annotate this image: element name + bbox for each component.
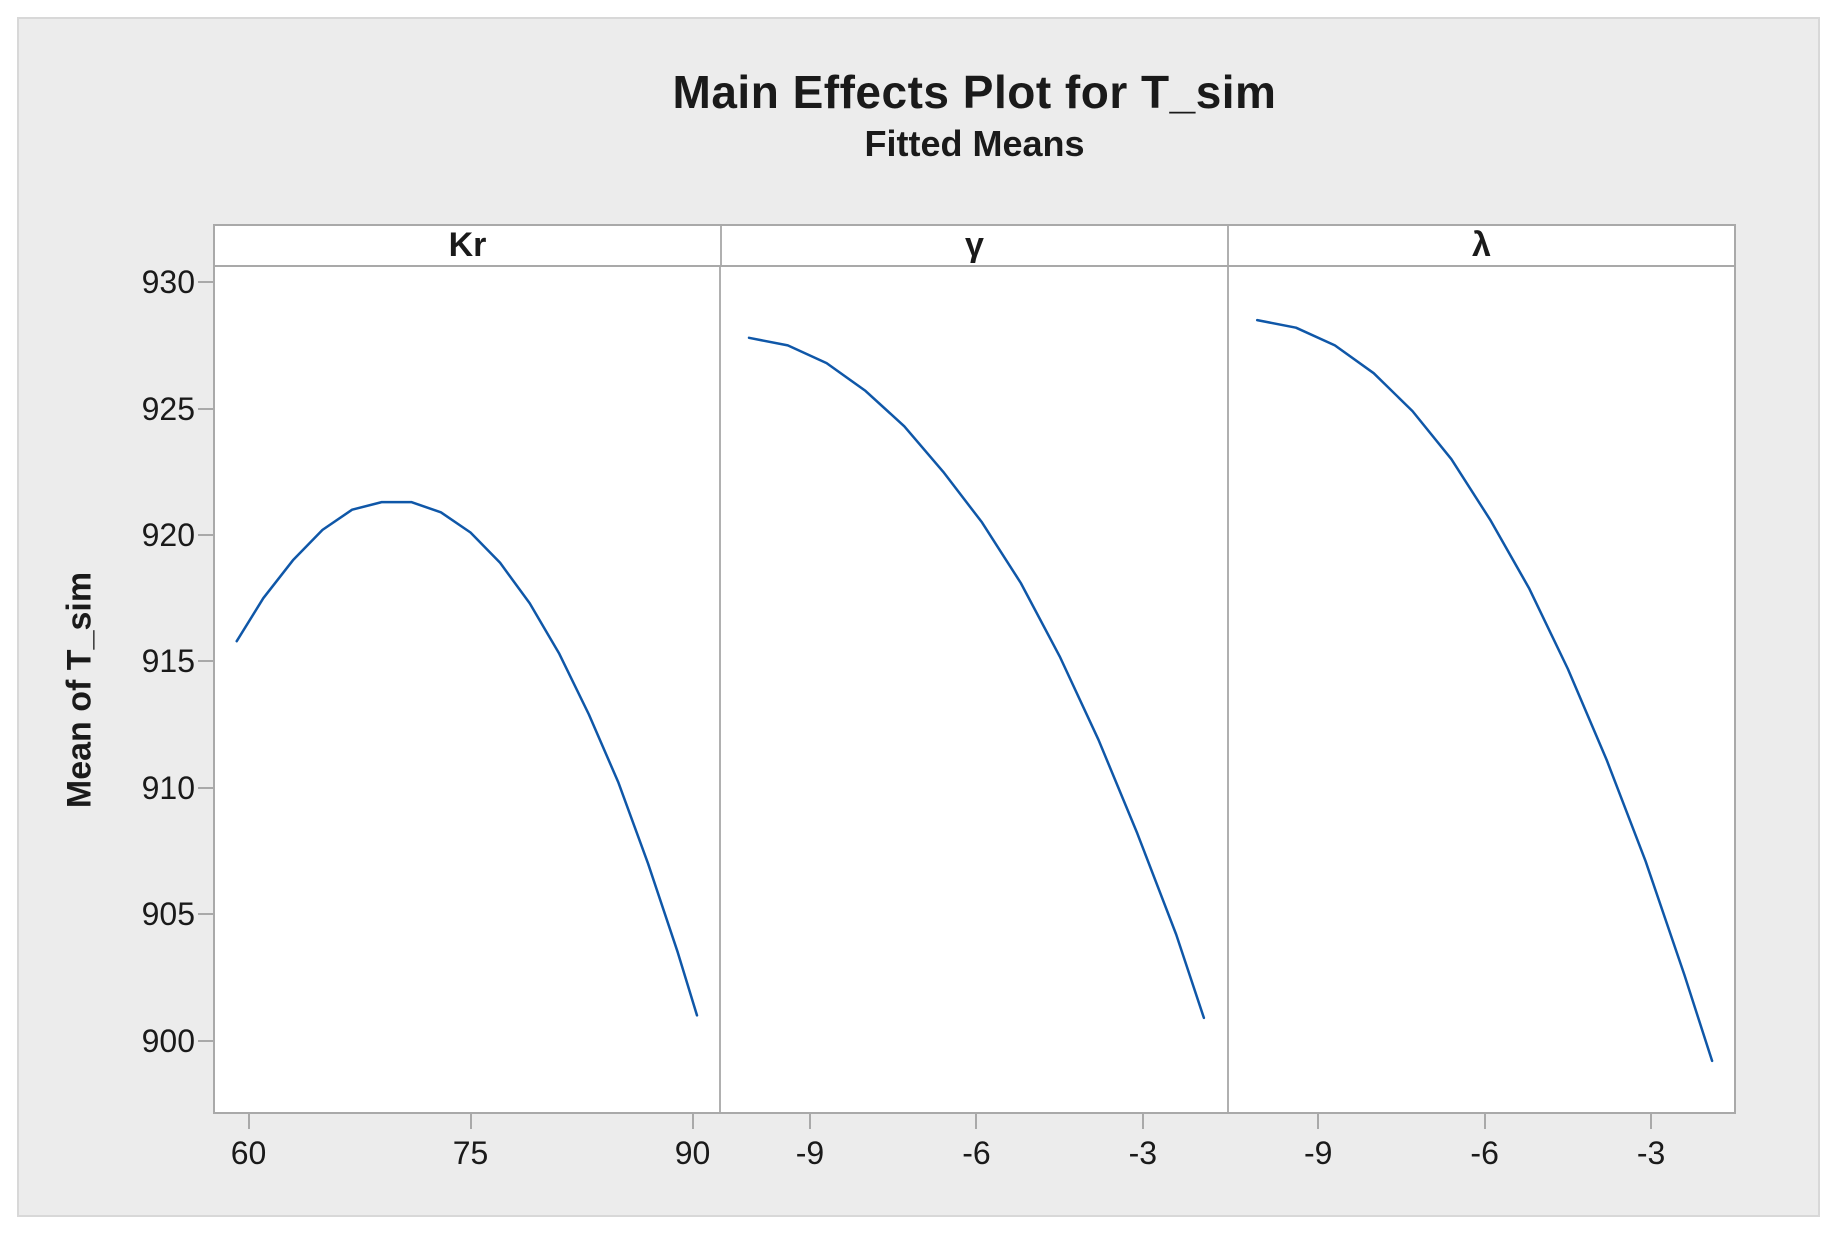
x-tick-label: 90 bbox=[674, 1135, 711, 1171]
panel-header-band: Kr γ λ bbox=[213, 224, 1736, 267]
y-tick-label: 920 bbox=[141, 517, 195, 553]
x-tick-mark bbox=[808, 1114, 811, 1129]
x-tick-label: 60 bbox=[230, 1135, 267, 1171]
y-tick-mark bbox=[198, 534, 213, 536]
y-tick-mark bbox=[198, 913, 213, 916]
y-tick-label: 900 bbox=[141, 1022, 195, 1059]
x-tick-label: 75 bbox=[452, 1135, 489, 1171]
y-tick-label: 925 bbox=[141, 390, 195, 427]
y-tick-mark bbox=[198, 786, 213, 789]
chart-title: Main Effects Plot for T_sim bbox=[672, 66, 1277, 118]
y-tick-label: 905 bbox=[141, 896, 195, 933]
x-tick-label: -3 bbox=[1128, 1135, 1158, 1171]
x-tick-label: -6 bbox=[962, 1135, 991, 1171]
y-tick-mark bbox=[198, 660, 213, 663]
x-tick-mark bbox=[1650, 1114, 1653, 1129]
y-tick-label: 930 bbox=[141, 264, 195, 301]
panel-divider-2 bbox=[1227, 267, 1229, 1112]
x-tick-mark bbox=[469, 1114, 472, 1129]
y-tick-label: 915 bbox=[141, 643, 195, 680]
panel-header-lambda: λ bbox=[1227, 226, 1734, 265]
y-tick-mark bbox=[198, 407, 213, 410]
graph-canvas: Main Effects Plot for T_sim Fitted Means… bbox=[17, 17, 1820, 1217]
y-tick-mark bbox=[198, 1039, 213, 1042]
x-tick-label: -9 bbox=[795, 1135, 825, 1171]
x-tick-mark bbox=[1483, 1114, 1486, 1129]
y-tick-mark bbox=[198, 281, 213, 284]
x-tick-label: -9 bbox=[1303, 1135, 1333, 1171]
panel-header-gamma: γ bbox=[720, 226, 1227, 265]
x-tick-mark bbox=[247, 1114, 250, 1129]
chart-subtitle: Fitted Means bbox=[864, 123, 1085, 164]
plot-area bbox=[213, 267, 1736, 1114]
x-tick-mark bbox=[975, 1114, 978, 1129]
x-tick-mark bbox=[1317, 1114, 1320, 1129]
x-tick-label: -3 bbox=[1636, 1135, 1666, 1171]
panel-divider-1 bbox=[719, 267, 721, 1112]
x-tick-label: -6 bbox=[1470, 1135, 1499, 1171]
x-tick-mark bbox=[691, 1114, 694, 1129]
panel-header-kr: Kr bbox=[448, 226, 487, 264]
x-tick-mark bbox=[1141, 1114, 1144, 1129]
y-tick-label: 910 bbox=[141, 769, 195, 806]
